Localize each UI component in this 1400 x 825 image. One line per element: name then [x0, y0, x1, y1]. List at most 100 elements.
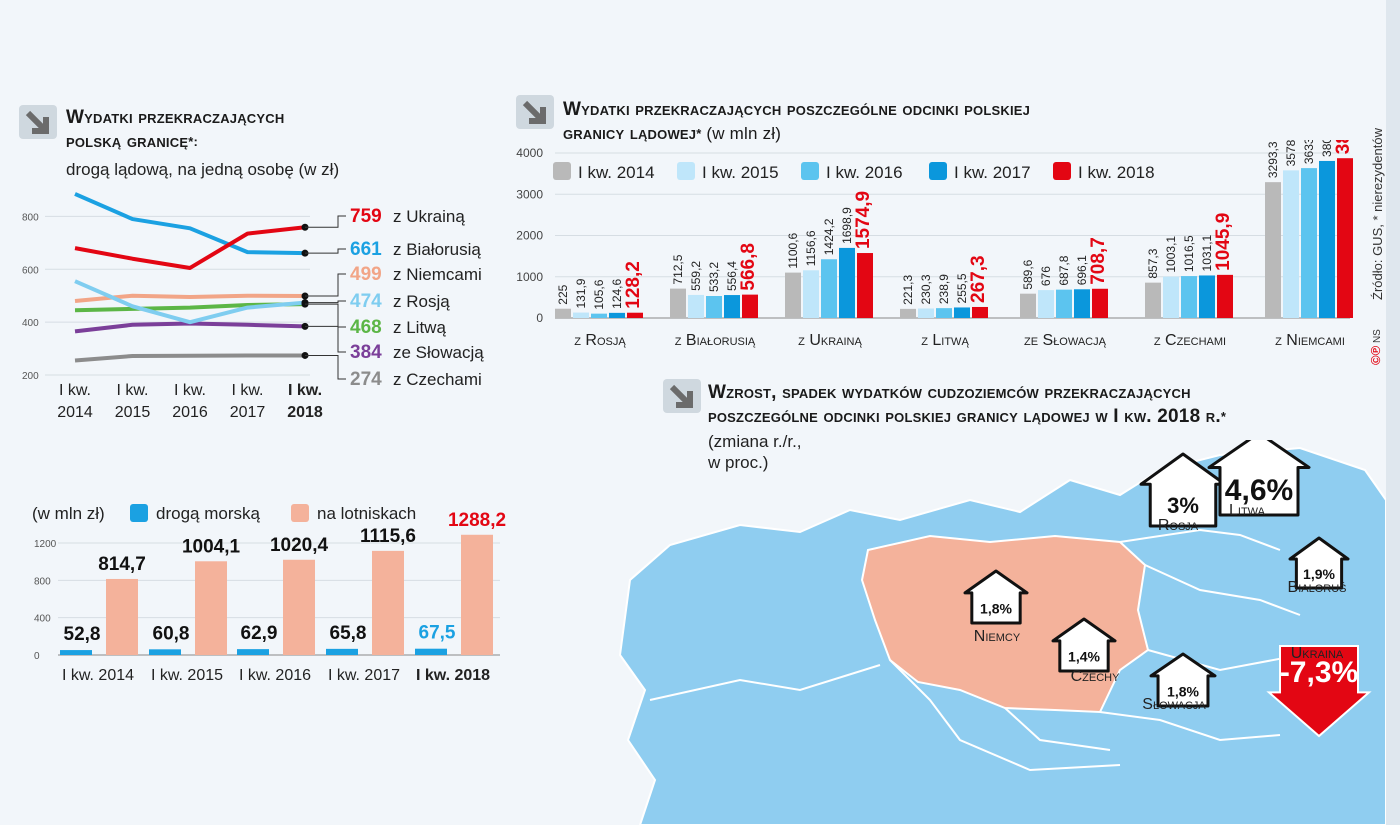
series-value-label: 759 — [350, 206, 382, 227]
bar-q2015 — [803, 270, 819, 318]
bar-value-label: 589,6 — [1021, 259, 1035, 289]
series-name-label: z Rosją — [393, 292, 450, 311]
arrow-diagonal-icon — [19, 105, 57, 139]
bar-q2015 — [1283, 170, 1299, 318]
bar-q2014 — [670, 288, 686, 318]
x-tick-label: 2015 — [115, 404, 151, 421]
x-tick-label: z Czechami — [1154, 332, 1226, 349]
series-value-label: 499 — [350, 264, 382, 285]
bar-value-label: 3578,6 — [1284, 140, 1298, 166]
bar-value-label: 1100,6 — [786, 232, 800, 268]
bar-value-label: 1003,1 — [1164, 236, 1178, 273]
bar-q2016 — [591, 313, 607, 318]
x-tick-label: z Niemcami — [1275, 332, 1345, 349]
panel3-title: Wzrost, spadek wydatków cudzoziemców prz… — [708, 382, 1227, 427]
bar-q2017 — [1319, 160, 1335, 318]
bar-value-label-air: 1020,4 — [270, 535, 329, 556]
x-tick-label: 2018 — [287, 404, 323, 421]
bar-q2016 — [1301, 168, 1317, 318]
bar-q2016 — [821, 259, 837, 318]
bar-q2015 — [1163, 276, 1179, 318]
arrow-up-icon — [1288, 536, 1350, 590]
bar-value-label-sea: 62,9 — [241, 623, 278, 644]
bar-value-label: 1016,5 — [1182, 235, 1196, 272]
bar-value-label: 3873,9 — [1333, 140, 1354, 154]
arrow-up-icon — [1149, 652, 1217, 708]
x-tick-label: I kw. — [59, 382, 91, 399]
bar-air — [372, 550, 404, 655]
series-name-label: z Białorusią — [393, 240, 481, 259]
bar-q2017 — [609, 312, 625, 318]
change-value-label: 1,8% — [980, 601, 1012, 617]
bar-value-label: 559,2 — [689, 261, 703, 291]
bar-air — [195, 561, 227, 655]
leader-line — [305, 300, 346, 304]
x-tick-label: I kw. 2017 — [328, 667, 400, 684]
x-tick-label: 2017 — [230, 404, 266, 421]
bar-value-label: 1045,9 — [1213, 213, 1234, 271]
series-line-czechy — [74, 353, 305, 363]
bar-q2017 — [1199, 275, 1215, 318]
leader-line — [305, 354, 346, 380]
bar-chart-border-sections: 4000 3000 2000 1000 0 I kw. 2014 I kw. 2015 I k… — [516, 140, 1354, 349]
bar-value-label: 124,6 — [610, 279, 624, 309]
bar-value-label: 533,2 — [707, 262, 721, 292]
legend-label: I kw. 2015 — [702, 163, 779, 182]
legend-swatch — [1053, 162, 1071, 180]
change-value-label: 1,4% — [1068, 649, 1100, 665]
unit-label: (w mln zł) — [32, 504, 105, 523]
region-name-label: Litwa — [1229, 502, 1266, 519]
y-tick-label: 200 — [22, 371, 39, 382]
bar-value-label: 1424,2 — [822, 218, 836, 255]
leader-line — [305, 248, 346, 254]
y-tick-label: 800 — [22, 212, 39, 223]
x-tick-label: I kw. 2018 — [416, 667, 490, 684]
bar-value-label: 255,5 — [955, 273, 969, 303]
region-name-label: Białoruś — [1288, 579, 1347, 596]
credit-text: NS — [1372, 329, 1383, 344]
bar-q2018 — [1337, 158, 1353, 318]
leader-line — [305, 273, 346, 297]
bar-value-label: 857,3 — [1146, 248, 1160, 278]
bar-sea — [326, 648, 358, 655]
legend-swatch-sea — [130, 504, 148, 522]
line-chart-per-person: 800 600 400 200 I kw. 2014 I kw. 2015 I kw. 2016 I… — [22, 192, 484, 421]
x-tick-label: I kw. — [231, 382, 263, 399]
x-tick-label: 2016 — [172, 404, 208, 421]
region-name-label: Czechy — [1071, 668, 1120, 685]
series-line-bialorus — [74, 192, 306, 256]
change-value-label: 1,8% — [1167, 684, 1199, 700]
legend-label-sea: drogą morską — [156, 504, 260, 523]
series-name-label: z Niemcami — [393, 265, 482, 284]
legend-swatch — [929, 162, 947, 180]
bar-value-label: 556,4 — [725, 261, 739, 291]
map-border — [1099, 711, 1281, 742]
bar-q2014 — [1145, 282, 1161, 318]
bar-q2016 — [706, 296, 722, 318]
leader-line — [305, 215, 346, 228]
bar-q2018 — [1092, 288, 1108, 318]
series-value-label: 468 — [350, 317, 382, 338]
leader-line — [305, 325, 346, 353]
bar-value-label: 1156,6 — [804, 230, 818, 266]
panel1-subtitle: drogą lądową, na jedną osobę (w zł) — [66, 160, 340, 179]
credit-box: ©℗ NS — [1368, 329, 1386, 366]
bar-q2018 — [972, 306, 988, 318]
bar-value-label-sea: 60,8 — [153, 623, 190, 644]
arrow-up-icon — [1051, 617, 1117, 673]
arrow-diagonal-icon — [663, 379, 701, 413]
bar-value-label: 230,3 — [919, 274, 933, 304]
map-border — [1147, 649, 1301, 672]
bar-q2018 — [1217, 274, 1233, 318]
map-border — [1144, 564, 1301, 616]
bar-value-label: 1574,9 — [853, 191, 874, 249]
arrow-down-icon — [1266, 645, 1372, 738]
x-tick-label: ze Słowacją — [1024, 332, 1107, 349]
bar-value-label: 3293,3 — [1266, 141, 1280, 178]
bar-value-label: 128,2 — [623, 261, 644, 309]
copyright-icon: ©℗ — [1368, 345, 1383, 365]
bar-q2015 — [688, 294, 704, 318]
change-value-label: 4,6% — [1225, 474, 1293, 507]
x-tick-label: I kw. 2016 — [239, 667, 311, 684]
change-value-label: -7,3% — [1280, 656, 1358, 689]
